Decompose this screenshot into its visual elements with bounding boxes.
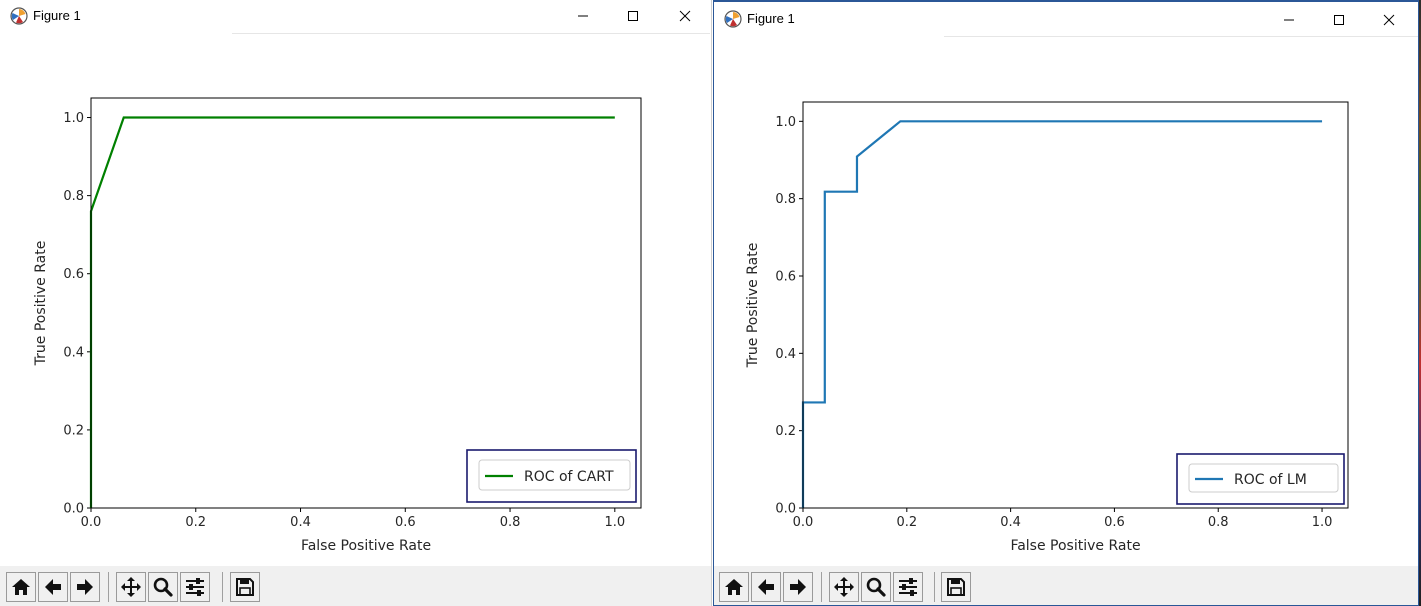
minimize-button[interactable] (1266, 4, 1312, 36)
plot-frame (90, 97, 642, 509)
y-tick-label: 0.0 (775, 502, 796, 517)
y-tick-label: 0.2 (775, 424, 796, 439)
zoom-button[interactable] (148, 572, 178, 602)
x-tick-label: 0.4 (1000, 515, 1021, 530)
navigation-toolbar (0, 566, 711, 606)
plot-frame (802, 101, 1349, 509)
back-arrow-icon (45, 579, 61, 595)
figure-window-left: Figure 1 0.0 0.2 0.4 0.6 0.8 1.0 0.0 0.2 0.4 0.6 0… (0, 0, 712, 606)
roc-chart-cart: 0.0 0.2 0.4 0.6 0.8 1.0 0.0 0.2 0.4 0.6 0.8 1.0 Fals… (33, 97, 642, 554)
minimize-icon (578, 15, 588, 17)
x-axis-label: False Positive Rate (1010, 538, 1140, 554)
pan-button[interactable] (829, 572, 859, 602)
x-tick-label: 0.6 (395, 515, 416, 530)
forward-arrow-icon (77, 579, 93, 595)
x-tick-label: 1.0 (604, 515, 625, 530)
y-tick-label: 0.8 (63, 189, 84, 204)
back-button[interactable] (38, 572, 68, 602)
save-button[interactable] (230, 572, 260, 602)
minimize-button[interactable] (560, 0, 606, 32)
home-button[interactable] (6, 572, 36, 602)
x-tick-label: 0.8 (1208, 515, 1229, 530)
figure-window-right: Figure 1 0.0 0.2 0.4 0.6 0.8 1.0 0.0 0.2 0.4 0.6 0… (713, 0, 1419, 606)
x-tick-label: 1.0 (1312, 515, 1333, 530)
forward-arrow-icon (790, 579, 806, 595)
configure-subplots-icon (899, 578, 917, 596)
y-tick-label: 1.0 (63, 111, 84, 126)
maximize-button[interactable] (1316, 4, 1362, 36)
x-tick-label: 0.0 (793, 515, 814, 530)
maximize-icon (1334, 15, 1344, 25)
legend-box (1188, 463, 1339, 493)
zoom-button[interactable] (861, 572, 891, 602)
home-button[interactable] (719, 572, 749, 602)
home-icon (12, 579, 30, 595)
legend-label: ROC of CART (524, 469, 614, 485)
back-arrow-icon (758, 579, 774, 595)
x-tick-label: 0.6 (1104, 515, 1125, 530)
matplotlib-icon (724, 10, 742, 28)
y-tick-label: 0.8 (775, 192, 796, 207)
configure-subplots-icon (186, 578, 204, 596)
close-icon (1383, 14, 1395, 26)
y-axis-label: True Positive Rate (33, 241, 49, 367)
x-tick-label: 0.2 (185, 515, 206, 530)
zoom-icon (153, 577, 173, 597)
maximize-button[interactable] (610, 0, 656, 32)
x-tick-label: 0.8 (500, 515, 521, 530)
back-button[interactable] (751, 572, 781, 602)
close-icon (679, 10, 691, 22)
navigation-toolbar (714, 566, 1418, 605)
x-axis-label: False Positive Rate (301, 538, 431, 554)
forward-button[interactable] (70, 572, 100, 602)
y-tick-label: 0.6 (775, 270, 796, 285)
y-tick-label: 0.2 (63, 423, 84, 438)
save-icon (947, 578, 965, 596)
maximize-icon (628, 11, 638, 21)
y-tick-label: 1.0 (775, 115, 796, 130)
home-icon (725, 579, 743, 595)
minimize-icon (1284, 19, 1294, 21)
title-bar[interactable]: Figure 1 (0, 0, 711, 34)
legend-label: ROC of LM (1234, 472, 1307, 488)
y-tick-label: 0.4 (775, 347, 796, 362)
title-bar[interactable]: Figure 1 (714, 2, 1418, 36)
pan-icon (121, 577, 141, 597)
y-tick-label: 0.0 (63, 502, 84, 517)
forward-button[interactable] (783, 572, 813, 602)
y-tick-label: 0.6 (63, 267, 84, 282)
desktop-background (1419, 0, 1421, 606)
pan-icon (834, 577, 854, 597)
zoom-icon (866, 577, 886, 597)
x-tick-label: 0.4 (290, 515, 311, 530)
window-title: Figure 1 (33, 8, 81, 23)
legend-box (478, 459, 631, 491)
roc-chart-lm: 0.0 0.2 0.4 0.6 0.8 1.0 0.0 0.2 0.4 0.6 0.8 1.0 Fals… (745, 101, 1349, 554)
save-icon (236, 578, 254, 596)
series-line-0 (801, 120, 1323, 508)
y-tick-label: 0.4 (63, 345, 84, 360)
x-tick-label: 0.2 (896, 515, 917, 530)
close-button[interactable] (662, 0, 708, 32)
configure-subplots-button[interactable] (893, 572, 923, 602)
y-axis-label: True Positive Rate (745, 243, 761, 369)
x-tick-label: 0.0 (81, 515, 102, 530)
configure-subplots-button[interactable] (180, 572, 210, 602)
matplotlib-icon (10, 7, 28, 25)
pan-button[interactable] (116, 572, 146, 602)
window-title: Figure 1 (747, 11, 795, 26)
save-button[interactable] (941, 572, 971, 602)
close-button[interactable] (1366, 4, 1412, 36)
